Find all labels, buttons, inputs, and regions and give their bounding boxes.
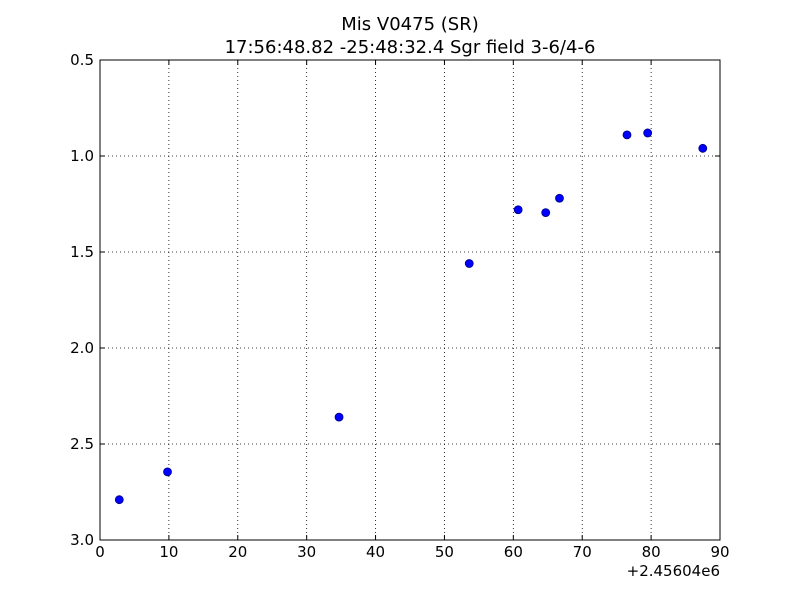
y-tick-label: 0.5: [70, 51, 94, 69]
y-tick-label: 1.5: [70, 243, 94, 261]
data-point: [464, 259, 474, 268]
chart-subtitle: 17:56:48.82 -25:48:32.4 Sgr field 3-6/4-…: [225, 37, 596, 58]
data-point: [334, 412, 344, 422]
y-tick-label: 2.5: [70, 435, 94, 453]
x-tick-labels: 0 10 20 30 40 50 60 70 80 90: [95, 543, 729, 561]
data-points: [114, 128, 708, 505]
x-tick-label: 30: [297, 543, 316, 561]
data-point: [643, 128, 653, 138]
data-point: [555, 193, 564, 203]
x-tick-label: 70: [573, 543, 592, 561]
x-tick-label: 80: [642, 543, 661, 561]
y-tick-label: 1.0: [70, 147, 94, 165]
x-offset-label: +2.45604e6: [627, 562, 720, 580]
y-tick-labels: 0.5 1.0 1.5 2.0 2.5 3.0: [70, 51, 94, 549]
x-tick-label: 90: [710, 543, 729, 561]
x-tick-label: 20: [228, 543, 247, 561]
plot-area: [99, 59, 721, 541]
x-tick-label: 50: [435, 543, 454, 561]
y-tick-label: 3.0: [70, 531, 94, 549]
x-tick-label: 60: [504, 543, 523, 561]
data-point: [163, 467, 172, 477]
y-tick-label: 2.0: [70, 339, 94, 357]
data-point: [698, 143, 708, 153]
data-point: [513, 205, 523, 215]
grid-lines: [100, 60, 720, 540]
data-point: [114, 495, 124, 505]
x-tick-label: 10: [159, 543, 178, 561]
chart-title: Mis V0475 (SR): [341, 14, 478, 35]
x-tick-label: 0: [95, 543, 105, 561]
x-tick-label: 40: [366, 543, 385, 561]
data-point: [622, 130, 632, 140]
data-point: [541, 208, 551, 218]
